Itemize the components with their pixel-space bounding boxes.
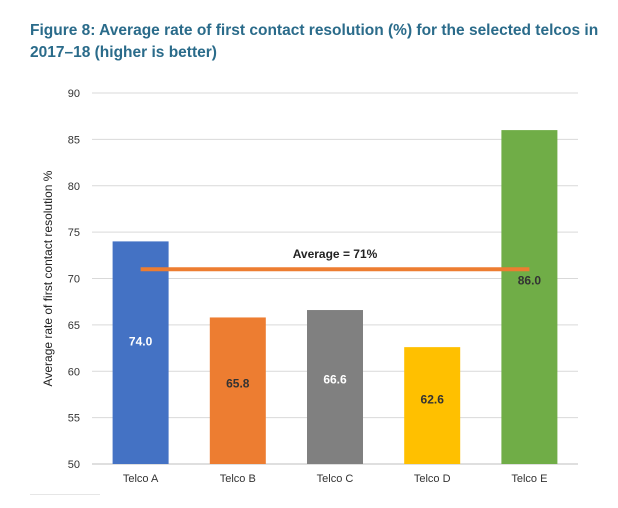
bar-data-label: 66.6 <box>323 372 347 386</box>
bar-data-label: 65.8 <box>226 376 250 390</box>
bar-data-label: 86.0 <box>518 273 542 287</box>
gridlines <box>92 92 578 465</box>
y-tick-label: 50 <box>68 459 80 471</box>
x-tick-label: Telco E <box>511 473 547 485</box>
y-tick-label: 75 <box>68 227 80 239</box>
bar <box>501 130 558 464</box>
x-tick-label: Telco A <box>123 473 159 485</box>
bar-data-label: 74.0 <box>129 335 153 349</box>
y-tick-label: 80 <box>68 181 80 193</box>
bar <box>112 241 169 464</box>
bars: 74.0 65.8 66.6 62.6 86.0 <box>112 130 558 464</box>
y-axis-title: Average rate of first contact resolution… <box>41 170 55 386</box>
x-tick-label: Telco C <box>317 473 354 485</box>
y-tick-label: 85 <box>68 134 80 146</box>
y-tick-label: 70 <box>68 274 80 286</box>
y-tick-label: 90 <box>68 88 80 100</box>
bar-data-label: 62.6 <box>421 393 445 407</box>
bar <box>307 310 363 464</box>
y-tick-label: 60 <box>68 366 80 378</box>
y-tick-label: 65 <box>68 320 80 332</box>
bar <box>209 317 266 464</box>
footer-divider <box>30 494 100 495</box>
average-line-label: Average = 71% <box>293 247 378 261</box>
figure-title: Figure 8: Average rate of first contact … <box>30 22 599 61</box>
bar <box>404 347 461 464</box>
y-tick-label: 55 <box>68 413 80 425</box>
average-line-group: Average = 71% <box>140 247 530 272</box>
x-axis: Telco A Telco B Telco C Telco D Telco E <box>123 473 548 485</box>
x-tick-label: Telco D <box>414 473 451 485</box>
x-tick-label: Telco B <box>220 473 256 485</box>
y-axis: 50 55 60 65 70 75 80 85 90 <box>68 88 80 471</box>
